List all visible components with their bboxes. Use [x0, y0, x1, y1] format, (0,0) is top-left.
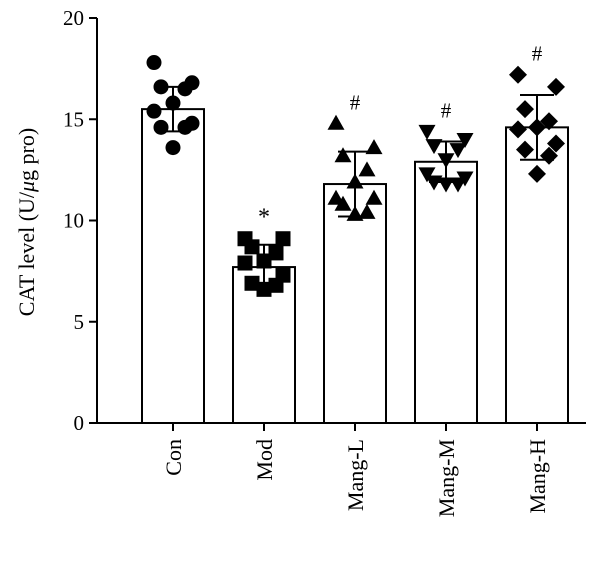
data-point: [509, 65, 527, 84]
x-tick-label: Mang-H: [525, 439, 550, 514]
data-point: [358, 203, 376, 219]
data-point: [365, 189, 383, 205]
data-point: [418, 124, 436, 140]
data-point: [244, 275, 260, 291]
data-point: [334, 147, 352, 163]
data-point: [516, 140, 534, 159]
data-point: [516, 100, 534, 119]
x-tick-label: Mang-M: [434, 439, 459, 517]
data-point: [146, 103, 162, 119]
data-point: [327, 114, 345, 130]
bar: [323, 183, 387, 424]
significance-mark: *: [258, 205, 270, 231]
x-tick-label: Con: [161, 439, 186, 476]
data-point: [334, 195, 352, 211]
y-tick-label: 10: [63, 209, 84, 233]
plot-area: 0 5 10 15 20 Con * Mod # Mang-L # Mang-M # Mang-H: [63, 6, 586, 517]
data-point: [177, 81, 193, 97]
data-point: [358, 161, 376, 177]
bar: [141, 108, 205, 424]
data-point: [153, 119, 169, 135]
data-point: [268, 245, 284, 261]
data-point: [547, 77, 565, 96]
y-tick-label: 5: [74, 310, 85, 334]
bar: [414, 160, 478, 424]
significance-mark: #: [350, 90, 361, 114]
data-point: [165, 140, 181, 156]
data-point: [540, 112, 558, 131]
x-tick-label: Mod: [252, 439, 277, 481]
data-point: [237, 255, 253, 271]
y-axis-label: CAT level (U/μg pro): [14, 128, 39, 316]
significance-mark: #: [532, 42, 543, 66]
x-tick-label: Mang-L: [343, 439, 368, 511]
data-point: [425, 139, 443, 155]
data-point: [456, 133, 474, 148]
y-tick-label: 0: [74, 411, 85, 435]
data-point: [528, 164, 546, 183]
data-point: [244, 239, 260, 255]
data-point: [365, 139, 383, 155]
data-point: [418, 167, 436, 183]
data-point: [449, 143, 467, 159]
data-point: [146, 55, 162, 71]
data-point: [509, 120, 527, 139]
significance-mark: #: [441, 98, 452, 122]
data-point: [177, 119, 193, 135]
y-tick-label: 20: [63, 6, 84, 30]
data-point: [275, 231, 291, 247]
data-point: [547, 134, 565, 153]
y-tick-label: 15: [63, 107, 84, 131]
